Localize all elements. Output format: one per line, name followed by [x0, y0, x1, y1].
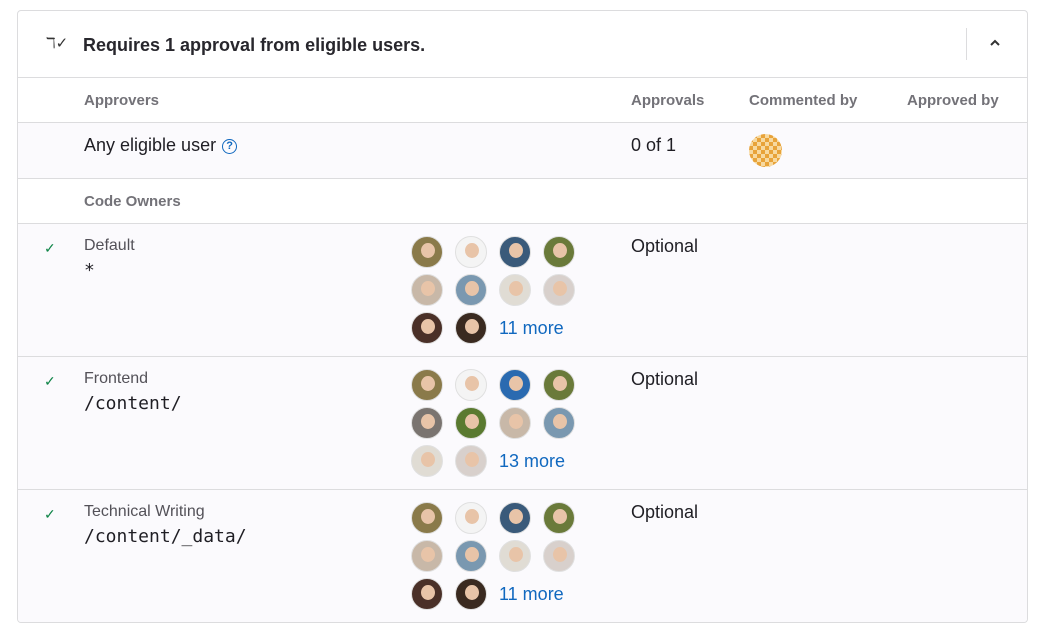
user-avatar[interactable]: [543, 369, 575, 401]
more-approvers-link[interactable]: 13 more: [499, 450, 566, 471]
user-avatar[interactable]: [543, 407, 575, 439]
user-avatar[interactable]: [411, 236, 443, 268]
user-avatar[interactable]: [455, 312, 487, 344]
table-row-any-eligible: Any eligible user? 0 of 1: [18, 123, 1027, 179]
user-avatar[interactable]: [499, 274, 531, 306]
code-owners-header: Code Owners: [18, 179, 1027, 224]
user-avatar[interactable]: [455, 274, 487, 306]
user-avatar[interactable]: [543, 274, 575, 306]
user-avatar[interactable]: [499, 540, 531, 572]
column-approvers: Approvers: [84, 92, 160, 109]
rule-path: /content/: [84, 393, 182, 414]
user-avatar[interactable]: [411, 502, 443, 534]
any-eligible-label: Any eligible user: [84, 135, 217, 155]
user-avatar[interactable]: [455, 445, 487, 477]
approver-avatars: 13 more: [411, 369, 591, 477]
user-avatar[interactable]: [455, 540, 487, 572]
table-row-code-owner-rule: ✓ Technical Writing /content/_data/ 11 m…: [18, 490, 1027, 622]
divider: [966, 28, 967, 60]
rule-path: /content/_data/: [84, 526, 247, 547]
check-icon: ✓: [44, 506, 56, 522]
approval-rules-card: ℸ✓ Requires 1 approval from eligible use…: [17, 10, 1028, 623]
user-avatar[interactable]: [411, 312, 443, 344]
user-avatar[interactable]: [411, 369, 443, 401]
user-avatar[interactable]: [455, 369, 487, 401]
more-approvers-link[interactable]: 11 more: [499, 583, 564, 604]
rule-path: *: [84, 260, 95, 281]
user-avatar[interactable]: [455, 502, 487, 534]
approver-avatars: 11 more: [411, 502, 591, 610]
user-avatar[interactable]: [499, 236, 531, 268]
rule-name: Frontend: [84, 370, 149, 387]
card-title: Requires 1 approval from eligible users.: [83, 35, 426, 55]
user-avatar[interactable]: [499, 369, 531, 401]
table-row-code-owner-rule: ✓ Frontend /content/ 13 more Optional: [18, 357, 1027, 490]
rule-approvals: Optional: [631, 502, 699, 522]
user-avatar[interactable]: [499, 502, 531, 534]
code-owners-label: Code Owners: [84, 193, 181, 210]
user-avatar[interactable]: [499, 407, 531, 439]
table-row-code-owner-rule: ✓ Default * 11 more Optional: [18, 224, 1027, 357]
card-header: ℸ✓ Requires 1 approval from eligible use…: [18, 11, 1027, 78]
column-commented-by: Commented by: [749, 92, 858, 109]
column-approved-by: Approved by: [907, 92, 999, 109]
rule-name: Default: [84, 237, 135, 254]
rule-approvals: Optional: [631, 236, 699, 256]
user-avatar[interactable]: [455, 578, 487, 610]
more-approvers-link[interactable]: 11 more: [499, 317, 564, 338]
approver-avatars: 11 more: [411, 236, 591, 344]
approval-user-icon: ℸ✓: [46, 35, 69, 52]
commenter-avatar[interactable]: [749, 134, 782, 167]
user-avatar[interactable]: [411, 445, 443, 477]
check-icon: ✓: [44, 373, 56, 389]
table-header: Approvers Approvals Commented by Approve…: [18, 78, 1027, 123]
approvals-count: 0 of 1: [631, 135, 677, 155]
user-avatar[interactable]: [411, 274, 443, 306]
chevron-up-icon: [990, 39, 1000, 46]
question-circle-icon[interactable]: ?: [222, 139, 238, 154]
column-approvals: Approvals: [631, 92, 705, 109]
user-avatar[interactable]: [411, 540, 443, 572]
collapse-button[interactable]: [983, 31, 1007, 55]
user-avatar[interactable]: [411, 407, 443, 439]
rule-name: Technical Writing: [84, 503, 205, 520]
user-avatar[interactable]: [543, 540, 575, 572]
rule-approvals: Optional: [631, 369, 699, 389]
user-avatar[interactable]: [455, 236, 487, 268]
check-icon: ✓: [44, 240, 56, 256]
user-avatar[interactable]: [455, 407, 487, 439]
user-avatar[interactable]: [543, 502, 575, 534]
user-avatar[interactable]: [543, 236, 575, 268]
user-avatar[interactable]: [411, 578, 443, 610]
